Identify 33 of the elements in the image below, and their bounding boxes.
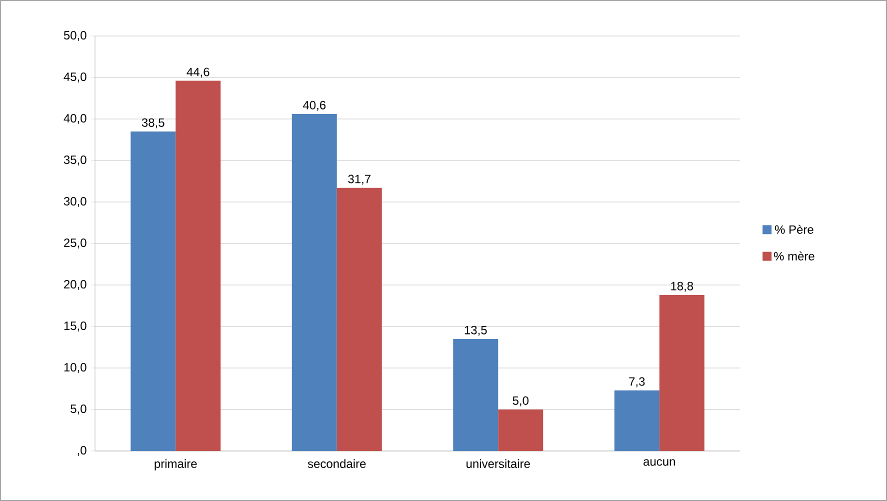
bar [453,338,498,451]
bar [130,131,176,451]
y-tick-label: 35,0 [64,156,86,166]
y-tick-label: 50,0 [64,31,86,41]
data-label: 13,5 [464,326,487,336]
bar [292,114,337,451]
bar [336,188,382,451]
data-label: 7,3 [629,377,645,388]
y-tick-label: 30,0 [64,197,86,207]
y-tick-label: ,0 [78,446,86,456]
data-label: 40,6 [302,100,326,111]
y-tick-label: 15,0 [64,322,86,332]
data-label: 5,0 [512,396,529,406]
data-label: 18,8 [671,282,694,292]
bar [498,409,544,451]
legend-label: % Père [774,224,814,234]
y-tick-label: 40,0 [64,114,86,124]
x-tick-label: primaire [154,459,197,470]
bar [614,390,660,451]
bar [176,80,221,451]
x-tick-label: universitaire [466,459,530,468]
y-tick-label: 45,0 [64,72,86,82]
legend-label: % mère [774,251,814,260]
data-label: 44,6 [186,68,210,78]
x-tick-label: secondaire [308,459,366,468]
x-tick-label: aucun [644,459,675,466]
bar [659,294,704,451]
data-label: 38,5 [142,118,164,128]
y-tick-label: 25,0 [64,238,86,248]
data-label: 31,7 [348,174,370,185]
y-tick-label: 10,0 [64,363,86,373]
y-tick-label: 20,0 [64,280,86,290]
y-tick-label: 5,0 [70,404,86,414]
